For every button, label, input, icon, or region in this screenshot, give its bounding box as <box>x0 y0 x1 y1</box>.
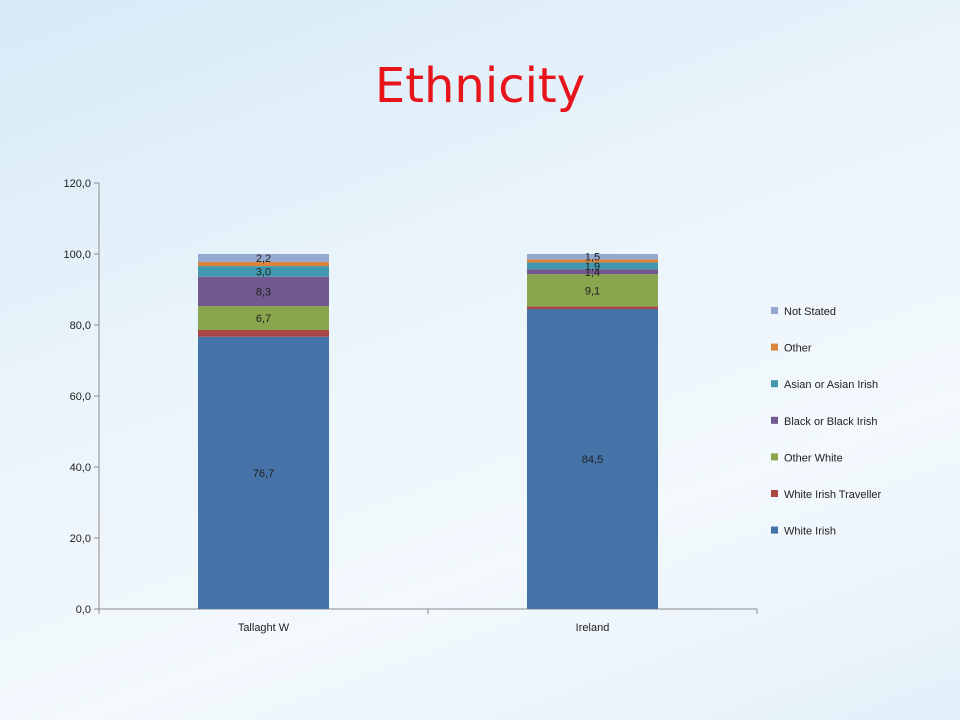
y-tick-label: 40,0 <box>70 462 91 474</box>
slide-title: Ethnicity <box>374 58 586 114</box>
bar-segment <box>527 269 658 275</box>
x-tick-label: Ireland <box>576 622 610 634</box>
bar-segment <box>527 306 658 310</box>
bar-segment <box>198 329 329 337</box>
legend-swatch <box>771 307 778 314</box>
legend-label: White Irish Traveller <box>784 489 882 501</box>
bar-segment <box>527 274 658 307</box>
legend-label: Other White <box>784 452 843 464</box>
legend-swatch <box>771 526 778 534</box>
bar-segment <box>198 254 329 262</box>
bar-segment <box>527 254 658 260</box>
bar-segment <box>527 309 658 609</box>
bar-segment <box>198 306 329 330</box>
data-label: 9,1 <box>585 285 600 297</box>
data-label: 76,7 <box>253 468 274 480</box>
y-tick-label: 60,0 <box>70 391 91 403</box>
data-label: 6,7 <box>256 313 271 325</box>
legend-swatch <box>771 490 778 497</box>
data-label: 8,3 <box>256 286 271 298</box>
bar-segment <box>198 276 329 307</box>
legend-label: Other <box>784 343 812 355</box>
y-tick-label: 0,0 <box>76 604 91 616</box>
data-label: 1,4 <box>585 267 600 279</box>
legend-swatch <box>771 416 778 424</box>
legend-label: White Irish <box>784 526 836 538</box>
legend-label: Asian or Asian Irish <box>784 379 878 391</box>
legend-label: Black or Black Irish <box>784 416 878 428</box>
y-tick-label: 100,0 <box>63 249 91 261</box>
data-label: 84,5 <box>582 454 603 466</box>
legend-swatch <box>771 380 778 388</box>
bar-segment <box>527 262 658 270</box>
data-label: 1,5 <box>585 252 600 264</box>
y-tick-label: 20,0 <box>70 533 91 545</box>
y-tick-label: 80,0 <box>70 320 91 332</box>
bar-segment <box>198 261 329 267</box>
legend-label: Not Stated <box>784 306 836 318</box>
data-label: 1,9 <box>585 261 600 273</box>
data-label: 3,0 <box>256 266 271 278</box>
legend-swatch <box>771 343 778 351</box>
x-tick-label: Tallaght W <box>238 622 290 634</box>
y-tick-label: 120,0 <box>63 178 91 190</box>
legend-swatch <box>771 453 778 461</box>
bar-segment <box>527 259 658 263</box>
data-label: 2,2 <box>256 253 271 265</box>
bar-segment <box>198 266 329 277</box>
bar-segment <box>198 336 329 609</box>
